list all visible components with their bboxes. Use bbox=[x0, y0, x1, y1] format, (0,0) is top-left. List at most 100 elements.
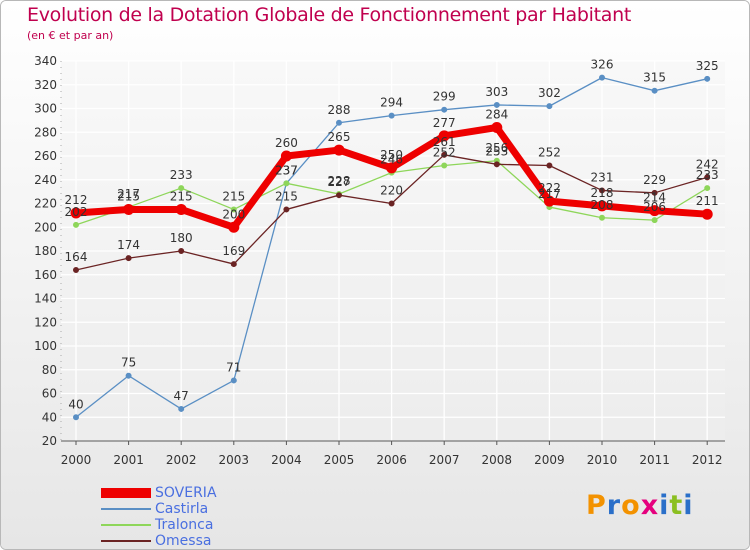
data-point-omessa bbox=[336, 192, 342, 199]
data-point-castirla bbox=[704, 75, 711, 82]
data-point-omessa bbox=[230, 261, 237, 268]
legend-item-soveria: SOVERIA bbox=[101, 485, 217, 501]
data-point-castirla bbox=[651, 87, 658, 94]
data-label-omessa: 252 bbox=[538, 146, 561, 160]
chart-title: Evolution de la Dotation Globale de Fonc… bbox=[27, 4, 632, 26]
data-point-soveria bbox=[386, 162, 398, 174]
logo-letter: i bbox=[659, 490, 670, 521]
data-label-castirla: 71 bbox=[226, 360, 241, 374]
data-point-castirla bbox=[336, 119, 342, 126]
data-label-soveria: 265 bbox=[328, 130, 351, 144]
data-point-soveria bbox=[228, 221, 240, 233]
y-tick-label: 280 bbox=[34, 125, 57, 139]
data-point-omessa bbox=[651, 189, 658, 196]
data-point-soveria bbox=[70, 207, 82, 219]
y-tick-label: 260 bbox=[34, 149, 57, 163]
data-label-castirla: 315 bbox=[643, 71, 666, 85]
logo-letter: r bbox=[606, 490, 622, 521]
legend-swatch bbox=[101, 508, 151, 510]
x-tick-label: 2002 bbox=[166, 453, 197, 467]
data-label-tralonca: 228 bbox=[328, 174, 351, 188]
data-label-soveria: 211 bbox=[696, 194, 719, 208]
x-tick-label: 2006 bbox=[376, 453, 407, 467]
data-point-omessa bbox=[441, 151, 448, 158]
data-label-omessa: 164 bbox=[65, 250, 88, 264]
y-tick-label: 340 bbox=[34, 54, 57, 68]
legend-item-tralonca: Tralonca bbox=[101, 517, 217, 533]
logo-letter: o bbox=[621, 490, 641, 521]
data-point-soveria bbox=[491, 122, 503, 133]
data-label-tralonca: 217 bbox=[117, 187, 140, 201]
data-label-soveria: 277 bbox=[433, 116, 456, 130]
legend-label: Tralonca bbox=[155, 517, 214, 533]
y-tick-label: 300 bbox=[34, 102, 57, 116]
y-tick-label: 240 bbox=[34, 173, 57, 187]
data-point-omessa bbox=[546, 162, 553, 169]
data-point-soveria bbox=[333, 144, 345, 156]
data-point-castirla bbox=[388, 112, 395, 119]
logo-letter: P bbox=[586, 490, 607, 521]
y-tick-label: 160 bbox=[34, 268, 57, 282]
data-point-omessa bbox=[704, 174, 711, 181]
x-tick-label: 2003 bbox=[219, 453, 250, 467]
data-point-soveria bbox=[280, 150, 292, 162]
data-point-soveria bbox=[438, 130, 450, 142]
logo-letter: t bbox=[669, 490, 684, 521]
x-tick-label: 2012 bbox=[692, 453, 723, 467]
x-tick-label: 2001 bbox=[113, 453, 144, 467]
data-label-omessa: 229 bbox=[643, 173, 666, 187]
x-tick-label: 2011 bbox=[639, 453, 670, 467]
logo-letter: i bbox=[683, 490, 694, 521]
data-label-castirla: 294 bbox=[380, 96, 403, 110]
x-tick-label: 2008 bbox=[482, 453, 513, 467]
data-label-tralonca: 233 bbox=[170, 168, 193, 182]
data-point-tralonca bbox=[599, 214, 605, 221]
data-point-castirla bbox=[230, 377, 237, 384]
data-point-castirla bbox=[493, 101, 500, 108]
data-label-tralonca: 256 bbox=[485, 141, 508, 155]
data-point-soveria bbox=[175, 203, 187, 215]
data-point-soveria bbox=[123, 203, 135, 215]
data-point-omessa bbox=[599, 187, 605, 194]
data-label-omessa: 169 bbox=[222, 244, 245, 258]
y-tick-label: 100 bbox=[34, 339, 57, 353]
data-label-castirla: 237 bbox=[275, 163, 298, 177]
data-point-castirla bbox=[546, 103, 553, 110]
data-label-castirla: 326 bbox=[591, 58, 614, 72]
x-tick-label: 2005 bbox=[324, 453, 355, 467]
data-label-castirla: 288 bbox=[328, 103, 351, 117]
data-label-omessa: 231 bbox=[591, 170, 614, 184]
data-point-tralonca bbox=[704, 185, 711, 192]
data-label-tralonca: 215 bbox=[222, 189, 245, 203]
data-point-omessa bbox=[73, 267, 79, 273]
x-tick-label: 2009 bbox=[534, 453, 565, 467]
data-label-soveria: 212 bbox=[65, 193, 88, 207]
chart-legend: SOVERIA Castirla Tralonca Omessa bbox=[101, 485, 217, 549]
data-label-tralonca: 206 bbox=[643, 200, 666, 214]
x-tick-label: 2010 bbox=[587, 453, 618, 467]
data-point-castirla bbox=[73, 414, 79, 421]
data-label-omessa: 242 bbox=[696, 157, 719, 171]
logo-letter: x bbox=[640, 490, 660, 521]
y-tick-label: 320 bbox=[34, 78, 57, 92]
data-label-tralonca: 202 bbox=[65, 205, 88, 219]
data-label-soveria: 200 bbox=[222, 207, 245, 221]
legend-swatch bbox=[101, 524, 151, 526]
data-point-castirla bbox=[178, 405, 185, 412]
y-tick-label: 40 bbox=[42, 410, 57, 424]
data-point-tralonca bbox=[283, 180, 290, 187]
data-label-castirla: 47 bbox=[174, 389, 189, 403]
data-label-castirla: 325 bbox=[696, 59, 719, 73]
data-label-castirla: 75 bbox=[121, 356, 136, 370]
data-label-soveria: 250 bbox=[380, 148, 403, 162]
data-label-omessa: 227 bbox=[328, 175, 351, 189]
legend-swatch bbox=[101, 540, 151, 542]
data-label-omessa: 261 bbox=[433, 135, 456, 149]
y-tick-label: 180 bbox=[34, 244, 57, 258]
data-point-omessa bbox=[125, 255, 132, 262]
data-label-soveria: 218 bbox=[591, 186, 614, 200]
data-label-soveria: 215 bbox=[117, 189, 140, 203]
data-point-soveria bbox=[543, 195, 555, 207]
data-label-soveria: 284 bbox=[485, 108, 508, 122]
